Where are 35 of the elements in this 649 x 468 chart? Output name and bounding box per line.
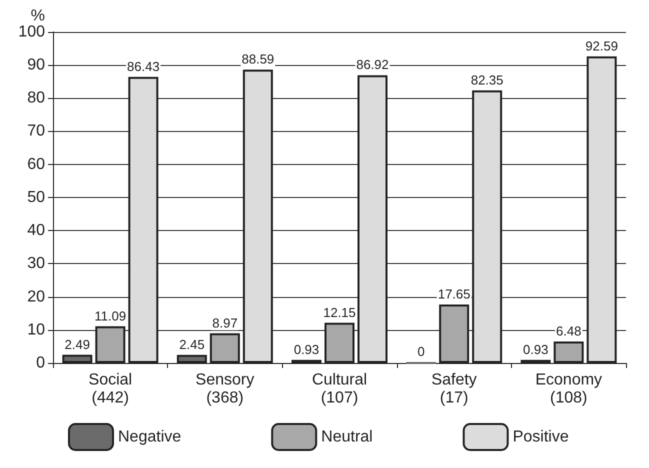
data-label: 86.43 <box>127 58 160 74</box>
legend-label: Negative <box>118 428 182 446</box>
data-label: 2.49 <box>64 336 90 352</box>
y-tick-label: 100 <box>18 23 46 40</box>
x-tick-label: Economy (108) <box>535 372 602 406</box>
y-tick-label: 0 <box>36 354 46 372</box>
data-label: 8.97 <box>212 315 238 330</box>
y-tick-label: 60 <box>27 156 46 173</box>
x-tick-label: Sensory (368) <box>196 372 254 406</box>
y-tick-label: 90 <box>27 56 46 74</box>
data-label: 88.59 <box>242 52 274 67</box>
y-tick-label: 20 <box>27 288 46 306</box>
y-tick-label: 50 <box>27 188 46 206</box>
data-label: 92.59 <box>585 38 618 54</box>
x-tick-label: Cultural (107) <box>312 372 368 406</box>
y-axis-title: % <box>30 8 45 24</box>
y-tick-label: 80 <box>27 90 46 107</box>
data-label: 2.45 <box>179 336 205 352</box>
y-tick-label: 40 <box>27 222 46 240</box>
data-label: 0.93 <box>294 342 320 357</box>
data-label: 17.65 <box>438 286 470 302</box>
legend-label: Neutral <box>321 428 373 446</box>
data-label: 11.09 <box>94 308 126 324</box>
data-label: 0 <box>417 344 425 359</box>
data-label: 12.15 <box>323 304 356 320</box>
data-label: 86.92 <box>356 57 389 72</box>
data-label: 82.35 <box>470 72 504 88</box>
data-label: 0.93 <box>523 342 548 357</box>
y-tick-label: 10 <box>27 321 46 338</box>
data-label: 6.48 <box>556 324 582 339</box>
x-tick-label: Safety (17) <box>431 372 477 406</box>
y-tick-label: 70 <box>27 122 46 140</box>
legend-label: Positive <box>512 428 569 446</box>
y-tick-label: 30 <box>27 255 46 272</box>
x-tick-label: Social (442) <box>88 372 132 406</box>
